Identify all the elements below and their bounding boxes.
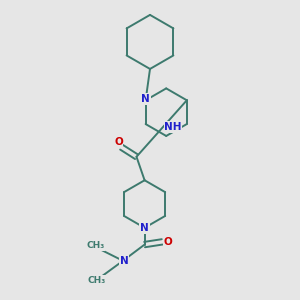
Text: N: N [120, 256, 129, 266]
Text: CH₃: CH₃ [88, 276, 106, 285]
Text: CH₃: CH₃ [86, 241, 104, 250]
Text: NH: NH [164, 122, 182, 132]
Text: O: O [114, 137, 123, 147]
Text: N: N [141, 94, 150, 104]
Text: N: N [140, 223, 149, 233]
Text: O: O [164, 237, 172, 247]
